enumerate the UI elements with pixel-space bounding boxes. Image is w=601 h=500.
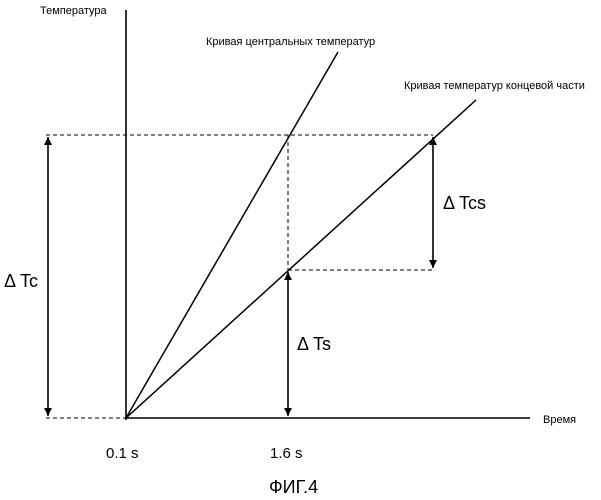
figure-caption: ФИГ.4 (269, 477, 318, 497)
tick-label-0-1s: 0.1 s (106, 445, 139, 462)
y-axis-label: Температура (40, 5, 108, 17)
x-axis-label: Время (543, 414, 576, 426)
tick-label-1-6s: 1.6 s (270, 445, 303, 462)
delta-tcs-label: Δ Tcs (443, 193, 486, 213)
central-temperature-curve (126, 52, 338, 418)
end-part-curve-label: Кривая температур концевой части (404, 80, 585, 92)
delta-ts-label: Δ Ts (297, 334, 331, 354)
central-curve-label: Кривая центральных температур (206, 36, 375, 48)
delta-tc-label: Δ Tc (4, 271, 38, 291)
end-part-temperature-curve (126, 100, 476, 418)
